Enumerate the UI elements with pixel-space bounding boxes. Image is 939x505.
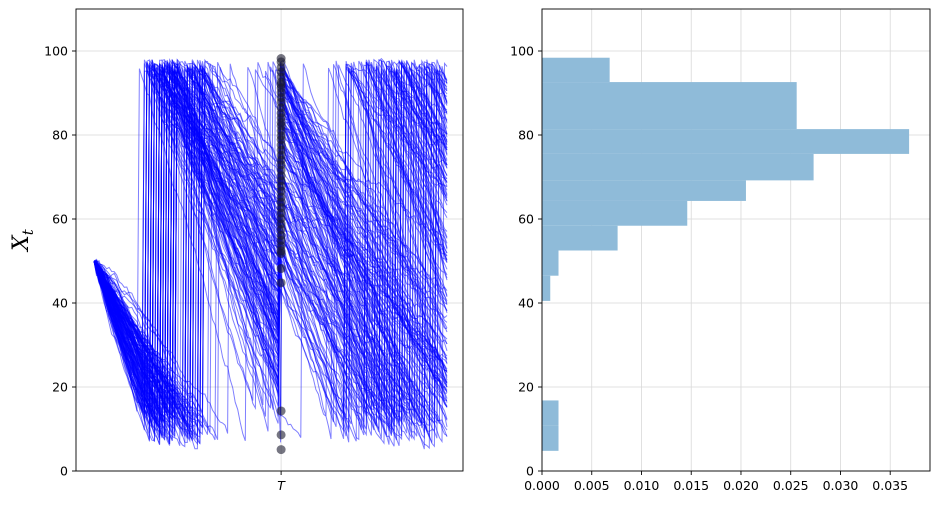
histogram-bar-0 bbox=[542, 425, 559, 451]
sample-path bbox=[93, 66, 448, 427]
paths-y-ticks: 0 20 40 60 80 100 bbox=[44, 44, 76, 479]
histogram-x-tick-label-7: 0.035 bbox=[872, 478, 908, 493]
paths-x-ticks: T bbox=[277, 471, 286, 493]
sample-path bbox=[93, 58, 448, 436]
sample-path bbox=[93, 67, 448, 440]
sample-path bbox=[93, 59, 448, 428]
terminal-markers bbox=[276, 54, 286, 455]
histogram-bar-8 bbox=[542, 129, 910, 154]
paths-y-tick-label-2: 40 bbox=[52, 296, 68, 311]
terminal-marker-41 bbox=[276, 264, 286, 274]
sample-path bbox=[93, 60, 448, 429]
paths-frame bbox=[75, 8, 464, 472]
histogram-y-tick-label-3: 60 bbox=[518, 212, 534, 227]
terminal-marker-44 bbox=[276, 430, 286, 440]
sample-path bbox=[93, 66, 448, 439]
histogram-x-tick-label-2: 0.010 bbox=[624, 478, 660, 493]
terminal-marker-43 bbox=[276, 406, 286, 416]
sample-path bbox=[93, 64, 448, 427]
terminal-marker-40 bbox=[276, 248, 286, 258]
sample-path bbox=[93, 59, 448, 426]
histogram-bar-2 bbox=[542, 275, 551, 301]
histogram-bar-9 bbox=[542, 82, 797, 130]
paths-y-tick-label-3: 60 bbox=[52, 212, 68, 227]
paths-y-tick-label-1: 20 bbox=[52, 380, 68, 395]
histogram-x-tick-label-5: 0.025 bbox=[773, 478, 809, 493]
sample-path bbox=[93, 60, 448, 423]
histogram-y-tick-label-2: 40 bbox=[518, 296, 534, 311]
histogram-y-tick-label-4: 80 bbox=[518, 128, 534, 143]
sample-path bbox=[93, 64, 448, 410]
histogram-x-tick-label-3: 0.015 bbox=[673, 478, 709, 493]
histogram-bar-10 bbox=[542, 57, 610, 83]
histogram-bar-4 bbox=[542, 225, 618, 251]
sample-paths bbox=[93, 57, 448, 450]
sample-path bbox=[93, 62, 448, 431]
histogram-y-tick-label-1: 20 bbox=[518, 380, 534, 395]
terminal-marker-45 bbox=[276, 445, 286, 455]
sample-path bbox=[93, 61, 448, 438]
sample-path bbox=[93, 66, 448, 430]
paths-y-tick-label-0: 0 bbox=[60, 464, 68, 479]
paths-x-tick-label-T: T bbox=[277, 478, 286, 493]
sample-path bbox=[93, 60, 448, 413]
histogram-bars bbox=[542, 57, 910, 451]
histogram-y-ticks: 0 20 40 60 80 100 bbox=[510, 44, 542, 479]
sample-path bbox=[93, 64, 448, 441]
histogram-x-tick-label-0: 0.000 bbox=[524, 478, 560, 493]
paths-y-label-main: X bbox=[9, 234, 34, 253]
histogram-bar-1 bbox=[542, 400, 559, 426]
sample-path bbox=[93, 61, 448, 439]
histogram-y-tick-label-5: 100 bbox=[510, 44, 534, 59]
histogram-x-tick-label-4: 0.020 bbox=[723, 478, 759, 493]
histogram-bar-3 bbox=[542, 250, 559, 276]
histogram-bar-6 bbox=[542, 180, 746, 201]
histogram-x-ticks: 0.000 0.005 0.010 0.015 0.020 0.025 0.030 0.035 bbox=[524, 471, 908, 493]
sample-path bbox=[93, 62, 448, 426]
sample-path bbox=[93, 61, 448, 437]
histogram-y-tick-label-0: 0 bbox=[526, 464, 534, 479]
paths-panel: 0 20 40 60 80 100 T Xt bbox=[9, 8, 464, 493]
paths-y-tick-label-5: 100 bbox=[44, 44, 68, 59]
paths-y-label: Xt bbox=[9, 228, 37, 253]
sample-path bbox=[93, 67, 448, 445]
histogram-frame bbox=[541, 8, 931, 472]
sample-path bbox=[93, 71, 448, 418]
histogram-bar-7 bbox=[542, 153, 814, 181]
terminal-marker-42 bbox=[276, 278, 286, 288]
sample-path bbox=[93, 59, 448, 447]
histogram-x-tick-label-6: 0.030 bbox=[823, 478, 859, 493]
histogram-bar-5 bbox=[542, 200, 688, 226]
sample-path bbox=[93, 65, 448, 434]
sample-path bbox=[93, 59, 448, 426]
histogram-x-tick-label-1: 0.005 bbox=[574, 478, 610, 493]
paths-y-tick-label-4: 80 bbox=[52, 128, 68, 143]
paths-y-label-sub: t bbox=[19, 228, 37, 235]
sample-path bbox=[93, 63, 448, 426]
sample-path bbox=[93, 64, 448, 423]
sample-path bbox=[93, 63, 448, 429]
sample-path bbox=[93, 59, 448, 441]
sample-path bbox=[93, 59, 448, 439]
